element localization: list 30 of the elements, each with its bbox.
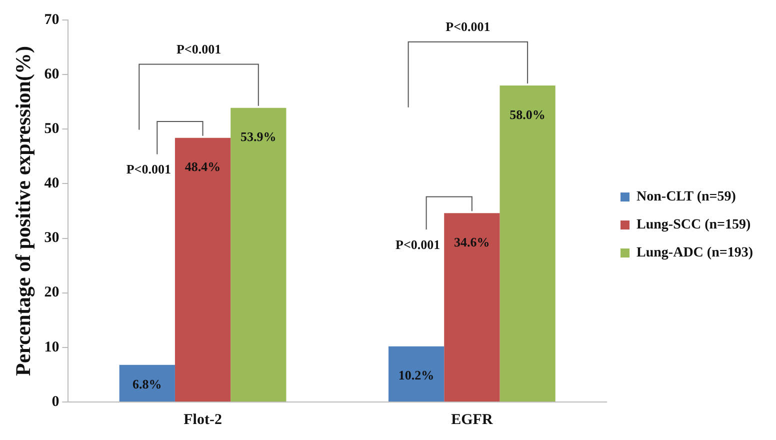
annotation: P<0.001 <box>396 236 440 252</box>
data-label: 34.6% <box>454 234 490 250</box>
data-label: 53.9% <box>240 129 276 144</box>
y-tick-label: 0 <box>52 394 60 410</box>
legend-label: Non-CLT (n=59) <box>636 190 736 205</box>
y-tick-label: 70 <box>44 12 60 28</box>
legend-label: Lung-ADC (n=193) <box>636 246 754 261</box>
bar <box>500 85 556 402</box>
x-tick-label: EGFR <box>451 412 493 428</box>
data-label: 10.2% <box>398 367 434 382</box>
legend-label: Lung-SCC (n=159) <box>636 218 752 233</box>
bar <box>388 346 444 402</box>
y-tick-label: 40 <box>44 176 60 192</box>
bar <box>174 138 231 402</box>
annotation: P<0.001 <box>126 162 171 177</box>
bar <box>444 213 500 402</box>
annotation: P<0.001 <box>446 19 490 34</box>
y-tick-label: 30 <box>44 230 60 246</box>
y-tick-label: 20 <box>44 284 60 301</box>
bar <box>230 108 286 402</box>
y-tick-label: 50 <box>44 121 60 138</box>
data-label: 58.0% <box>510 106 546 122</box>
bar <box>119 364 175 402</box>
annotation: P<0.001 <box>176 42 222 57</box>
data-label: 48.4% <box>184 159 221 174</box>
y-axis-title: Percentage of positive expression(%) <box>11 46 36 376</box>
y-tick-label: 10 <box>44 339 60 356</box>
data-label: 6.8% <box>132 376 162 392</box>
y-tick-label: 60 <box>44 66 60 82</box>
x-tick-label: Flot-2 <box>184 412 222 428</box>
